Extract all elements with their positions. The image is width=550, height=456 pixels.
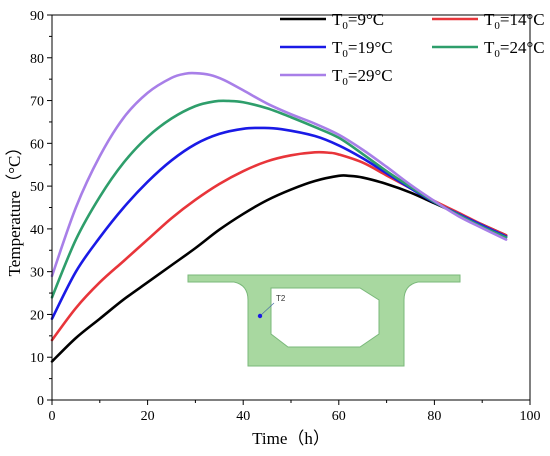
y-tick-label: 60 <box>30 137 44 152</box>
y-tick-label: 90 <box>30 9 44 24</box>
x-tick-label: 40 <box>236 409 250 424</box>
y-tick-label: 70 <box>30 95 44 110</box>
y-tick-label: 40 <box>30 223 44 238</box>
legend: T0=9°C T0=14°C T0=19°C T0=24°C T0=29°C <box>280 10 545 88</box>
x-tick-label: 60 <box>332 409 346 424</box>
y-tick-label: 50 <box>30 180 44 195</box>
legend-label-4: T0=29°C <box>332 66 393 88</box>
series-line-0 <box>50 174 508 363</box>
series-line-1 <box>50 150 508 342</box>
legend-label-2: T0=19°C <box>332 38 393 60</box>
axes: 0 20 40 60 80 100 0 10 20 30 40 50 60 70 80 90 Time（h） Te… <box>5 9 541 448</box>
t2-label: T2 <box>276 294 286 303</box>
y-tick-label: 30 <box>30 266 44 281</box>
y-axis-title: Temperature（°C） <box>5 139 24 277</box>
t2-measurement-point <box>257 313 263 319</box>
legend-label-0: T0=9°C <box>332 10 384 32</box>
bridge-section-inset: T2 <box>187 274 461 367</box>
x-tick-label: 80 <box>427 409 441 424</box>
series-line-4 <box>50 71 508 278</box>
x-axis-title: Time（h） <box>252 429 330 448</box>
y-tick-label: 0 <box>37 394 44 409</box>
legend-label-1: T0=14°C <box>484 10 545 32</box>
x-tick-label: 20 <box>141 409 155 424</box>
y-tick-label: 20 <box>30 308 44 323</box>
legend-label-3: T0=24°C <box>484 38 545 60</box>
y-tick-label: 10 <box>30 351 44 366</box>
y-tick-label: 80 <box>30 52 44 67</box>
series-line-2 <box>50 126 508 321</box>
series-line-3 <box>50 99 508 299</box>
x-tick-label: 100 <box>520 409 541 424</box>
t2-leader-line <box>259 302 275 317</box>
plot-area <box>50 71 508 363</box>
box-girder-section <box>187 274 461 367</box>
x-tick-label: 0 <box>49 409 56 424</box>
